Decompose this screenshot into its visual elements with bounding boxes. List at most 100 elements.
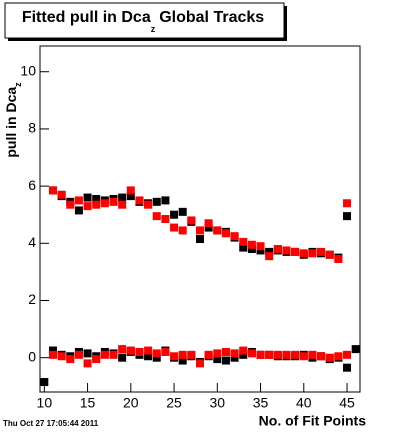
y-tick-label: 0 xyxy=(28,348,36,364)
marker xyxy=(221,356,230,365)
chart-title: Fitted pull in DcazGlobal Tracks xyxy=(22,9,264,34)
marker xyxy=(239,346,248,355)
marker xyxy=(204,219,213,228)
marker xyxy=(118,353,127,362)
marker xyxy=(273,350,282,359)
marker xyxy=(170,210,179,219)
title-box xyxy=(4,2,285,39)
marker xyxy=(126,346,135,355)
marker xyxy=(204,350,213,359)
x-tick-label: 40 xyxy=(296,395,312,411)
marker xyxy=(66,355,75,364)
marker xyxy=(161,196,170,205)
marker xyxy=(66,200,75,209)
marker xyxy=(221,229,230,238)
marker xyxy=(213,226,222,235)
marker xyxy=(196,359,204,368)
marker xyxy=(317,247,326,256)
marker xyxy=(170,223,179,232)
marker xyxy=(144,352,153,361)
marker xyxy=(230,353,239,362)
marker xyxy=(187,216,196,225)
marker xyxy=(178,226,187,235)
marker xyxy=(152,212,161,221)
marker xyxy=(204,223,213,232)
marker xyxy=(144,200,153,209)
marker xyxy=(247,349,256,358)
title-subscript: z xyxy=(151,24,156,34)
x-tick-label: 30 xyxy=(210,395,226,411)
marker xyxy=(152,353,161,362)
marker xyxy=(291,247,300,256)
y-axis-label: pull in Dcaz xyxy=(3,82,24,158)
marker xyxy=(57,352,66,361)
marker xyxy=(325,250,334,259)
y-tick-label: 10 xyxy=(20,62,36,78)
marker xyxy=(126,186,135,195)
marker xyxy=(187,350,196,359)
marker xyxy=(109,350,118,359)
marker xyxy=(273,245,282,254)
x-tick-label: 35 xyxy=(253,395,269,411)
marker xyxy=(343,350,352,359)
marker xyxy=(40,377,49,386)
marker xyxy=(178,356,187,365)
marker xyxy=(161,347,170,356)
marker xyxy=(317,352,326,361)
x-tick-label: 25 xyxy=(166,395,182,411)
marker xyxy=(196,235,204,244)
marker xyxy=(265,252,274,261)
marker xyxy=(299,249,308,258)
title-main: Fitted pull in Dca xyxy=(22,9,151,26)
marker xyxy=(144,346,153,355)
marker xyxy=(256,350,265,359)
marker xyxy=(118,345,127,354)
marker xyxy=(239,237,248,246)
x-tick-label: 45 xyxy=(339,395,355,411)
marker xyxy=(343,363,352,372)
y-label-subscript: z xyxy=(13,82,23,87)
marker xyxy=(83,193,92,202)
marker xyxy=(118,200,127,209)
marker xyxy=(221,347,230,356)
marker xyxy=(48,350,57,359)
marker xyxy=(291,350,300,359)
y-tick-label: 8 xyxy=(28,120,36,136)
marker xyxy=(48,346,57,355)
marker xyxy=(265,350,274,359)
title-rest: Global Tracks xyxy=(159,9,264,26)
y-tick-label: 6 xyxy=(28,177,36,193)
marker xyxy=(299,352,308,361)
marker xyxy=(135,347,144,356)
marker xyxy=(282,246,291,255)
marker xyxy=(334,352,343,361)
x-tick-label: 15 xyxy=(80,395,96,411)
marker xyxy=(178,207,187,216)
marker xyxy=(100,199,109,208)
marker xyxy=(74,196,83,205)
marker xyxy=(92,200,101,209)
marker xyxy=(196,226,204,235)
marker xyxy=(92,194,101,203)
marker xyxy=(118,193,127,202)
marker xyxy=(343,212,352,221)
marker xyxy=(256,246,265,255)
marker xyxy=(74,350,83,359)
marker xyxy=(265,247,274,256)
marker xyxy=(351,345,360,354)
marker xyxy=(74,206,83,215)
x-tick-label: 20 xyxy=(123,395,139,411)
plot-frame xyxy=(39,45,361,393)
x-axis-label: No. of Fit Points xyxy=(259,413,367,429)
marker xyxy=(213,355,222,364)
marker xyxy=(230,349,239,358)
marker xyxy=(83,202,92,211)
marker xyxy=(343,199,352,208)
marker xyxy=(109,197,118,206)
marker xyxy=(308,249,317,258)
y-label-main: pull in Dca xyxy=(3,87,19,158)
y-tick-label: 4 xyxy=(28,234,36,250)
marker xyxy=(83,359,92,368)
marker xyxy=(135,196,144,205)
